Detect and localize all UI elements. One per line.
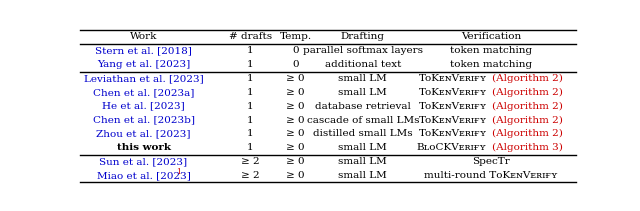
Text: ≥ 0: ≥ 0 <box>286 171 305 180</box>
Text: (Algorithm 2): (Algorithm 2) <box>492 102 563 111</box>
Text: additional text: additional text <box>324 60 401 69</box>
Text: TᴏKᴇɴVᴇʀɪғʏ: TᴏKᴇɴVᴇʀɪғʏ <box>419 116 487 124</box>
Text: ≥ 0: ≥ 0 <box>286 88 305 97</box>
Text: small LM: small LM <box>339 157 387 166</box>
Text: 1: 1 <box>176 168 181 176</box>
Text: Temp.: Temp. <box>280 32 312 41</box>
Text: Chen et al. [2023b]: Chen et al. [2023b] <box>93 116 195 124</box>
Text: Verification: Verification <box>461 32 521 41</box>
Text: # drafts: # drafts <box>229 32 272 41</box>
Text: token matching: token matching <box>450 46 532 55</box>
Text: 1: 1 <box>247 129 254 138</box>
Text: Sun et al. [2023]: Sun et al. [2023] <box>99 157 188 166</box>
Text: Zhou et al. [2023]: Zhou et al. [2023] <box>96 129 191 138</box>
Text: (Algorithm 2): (Algorithm 2) <box>492 129 563 138</box>
Text: small LM: small LM <box>339 171 387 180</box>
Text: Miao et al. [2023]: Miao et al. [2023] <box>97 171 191 180</box>
Text: 1: 1 <box>247 116 254 124</box>
Text: ≥ 0: ≥ 0 <box>286 102 305 111</box>
Text: Drafting: Drafting <box>341 32 385 41</box>
Text: multi-round TᴏKᴇɴVᴇʀɪғʏ: multi-round TᴏKᴇɴVᴇʀɪғʏ <box>424 171 557 180</box>
Text: distilled small LMs: distilled small LMs <box>313 129 413 138</box>
Text: ≥ 0: ≥ 0 <box>286 129 305 138</box>
Text: small LM: small LM <box>339 74 387 83</box>
Text: Chen et al. [2023a]: Chen et al. [2023a] <box>93 88 194 97</box>
Text: cascade of small LMs: cascade of small LMs <box>307 116 419 124</box>
Text: small LM: small LM <box>339 143 387 152</box>
Text: 0: 0 <box>292 46 299 55</box>
Text: Work: Work <box>130 32 157 41</box>
Text: (Algorithm 3): (Algorithm 3) <box>492 143 563 152</box>
Text: parallel softmax layers: parallel softmax layers <box>303 46 423 55</box>
Text: 1: 1 <box>247 60 254 69</box>
Text: 1: 1 <box>247 143 254 152</box>
Text: (Algorithm 2): (Algorithm 2) <box>492 88 563 97</box>
Text: TᴏKᴇɴVᴇʀɪғʏ: TᴏKᴇɴVᴇʀɪғʏ <box>419 88 487 97</box>
Text: Leviathan et al. [2023]: Leviathan et al. [2023] <box>84 74 204 83</box>
Text: this work: this work <box>116 143 170 152</box>
Text: 1: 1 <box>247 74 254 83</box>
Text: small LM: small LM <box>339 88 387 97</box>
Text: ≥ 0: ≥ 0 <box>286 74 305 83</box>
Text: ≥ 0: ≥ 0 <box>286 157 305 166</box>
Text: (Algorithm 2): (Algorithm 2) <box>492 74 563 83</box>
Text: ≥ 0: ≥ 0 <box>286 143 305 152</box>
Text: 1: 1 <box>247 88 254 97</box>
Text: ≥ 0: ≥ 0 <box>286 116 305 124</box>
Text: ≥ 2: ≥ 2 <box>241 157 260 166</box>
Text: He et al. [2023]: He et al. [2023] <box>102 102 185 111</box>
Text: 1: 1 <box>247 102 254 111</box>
Text: Stern et al. [2018]: Stern et al. [2018] <box>95 46 192 55</box>
Text: Yang et al. [2023]: Yang et al. [2023] <box>97 60 190 69</box>
Text: TᴏKᴇɴVᴇʀɪғʏ: TᴏKᴇɴVᴇʀɪғʏ <box>419 102 487 111</box>
Text: ≥ 2: ≥ 2 <box>241 171 260 180</box>
Text: (Algorithm 2): (Algorithm 2) <box>492 115 563 124</box>
Text: 0: 0 <box>292 60 299 69</box>
Text: 1: 1 <box>247 46 254 55</box>
Text: TᴏKᴇɴVᴇʀɪғʏ: TᴏKᴇɴVᴇʀɪғʏ <box>419 129 487 138</box>
Text: BʟᴏCKVᴇʀɪғʏ: BʟᴏCKVᴇʀɪғʏ <box>417 143 487 152</box>
Text: token matching: token matching <box>450 60 532 69</box>
Text: database retrieval: database retrieval <box>315 102 411 111</box>
Text: SpecTr: SpecTr <box>472 157 509 166</box>
Text: TᴏKᴇɴVᴇʀɪғʏ: TᴏKᴇɴVᴇʀɪғʏ <box>419 74 487 83</box>
